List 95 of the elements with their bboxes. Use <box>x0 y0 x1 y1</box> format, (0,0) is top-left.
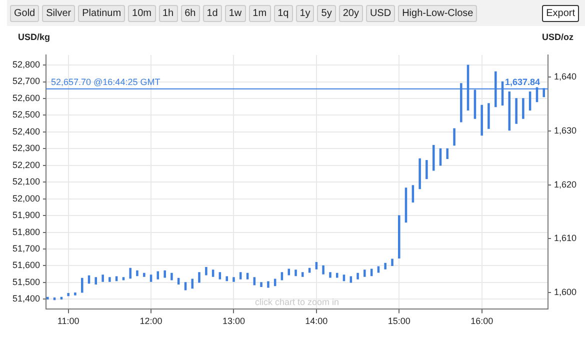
text: 1h <box>158 4 178 22</box>
y-tick-label: 52,500 <box>12 110 40 120</box>
bar <box>184 282 187 290</box>
y-tick-label: 52,600 <box>12 92 40 103</box>
bar <box>364 270 366 277</box>
y2-axis-title: USD/oz <box>542 32 574 42</box>
y-tick-label: 52,100 <box>12 176 40 187</box>
bar <box>102 274 104 282</box>
text: 6h <box>180 4 200 22</box>
bar <box>426 160 428 180</box>
x-tick-label: 13:00 <box>222 316 245 326</box>
bar <box>122 277 125 280</box>
bar <box>356 272 359 280</box>
bar <box>432 144 435 171</box>
text: 10m <box>128 4 156 22</box>
text: Platinum <box>78 4 126 22</box>
y-axis-title: USD/kg <box>18 32 50 42</box>
bar <box>260 282 262 287</box>
text: 1y <box>296 4 314 22</box>
bar <box>253 277 256 286</box>
bar <box>453 128 456 146</box>
x-tick-label: 12:00 <box>140 316 162 326</box>
bar <box>239 272 242 280</box>
bar <box>480 104 483 136</box>
bar <box>205 267 208 276</box>
bar <box>391 258 394 266</box>
bar <box>143 272 146 277</box>
text: Gold <box>10 4 40 22</box>
y2-tick-label: 1,600 <box>554 286 577 297</box>
text: USD <box>366 4 396 22</box>
bar <box>329 272 332 278</box>
bar <box>508 91 511 131</box>
bar <box>384 262 386 270</box>
x-tick-label: 16:00 <box>470 316 494 326</box>
text: Silver <box>42 4 76 22</box>
x-tick-label: 15:00 <box>388 316 410 326</box>
y-tick-label: 52,800 <box>12 60 40 70</box>
y-tick-label: 51,700 <box>12 243 40 254</box>
y-tick-label: 51,400 <box>12 294 40 304</box>
text: 1d <box>202 4 222 22</box>
bar <box>398 215 400 259</box>
y-tick-label: 52,300 <box>12 143 40 154</box>
annotation: 1,637.84 <box>504 76 540 87</box>
bar <box>136 270 138 276</box>
bar <box>164 270 166 278</box>
y2-tick-label: 1,630 <box>554 125 577 136</box>
text: 20y <box>338 4 363 22</box>
bar <box>515 98 518 124</box>
bar <box>108 277 111 282</box>
y-tick-label: 52,400 <box>12 126 40 136</box>
y2-tick-label: 1,610 <box>554 233 577 244</box>
text: 5y <box>317 4 336 22</box>
ref-line-label: 52,657.70 @16:44:25 GMT <box>51 76 161 87</box>
text: 1m <box>248 4 271 22</box>
text: 1q <box>274 4 293 22</box>
bar <box>267 281 270 288</box>
bar <box>522 98 524 119</box>
y-tick-label: 52,200 <box>12 160 40 170</box>
bar <box>46 296 49 300</box>
bar <box>280 272 284 280</box>
bar <box>315 262 318 270</box>
bar <box>198 272 200 283</box>
bar <box>74 292 76 296</box>
y2-tick-label: 1,640 <box>554 72 577 82</box>
bar <box>129 268 132 279</box>
y-tick-label: 51,800 <box>12 226 40 237</box>
bar <box>232 277 235 282</box>
y-tick-label: 51,900 <box>12 210 40 220</box>
bar <box>212 270 214 277</box>
y-tick-label: 52,700 <box>12 76 40 86</box>
bar <box>170 272 173 280</box>
x-tick-label: 14:00 <box>305 316 328 326</box>
bar <box>446 148 448 160</box>
text: Export <box>542 4 579 22</box>
bar <box>67 292 70 296</box>
bar <box>218 272 222 280</box>
bar <box>226 276 228 282</box>
bar <box>294 270 297 276</box>
bar <box>301 272 304 277</box>
bar <box>156 271 160 280</box>
text: High-Low-Close <box>398 4 478 22</box>
y-tick-label: 52,000 <box>12 193 40 204</box>
bar <box>336 272 338 278</box>
bar <box>488 103 490 129</box>
text: 1w <box>224 4 246 22</box>
bar <box>94 277 97 284</box>
bar <box>322 265 324 274</box>
y-tick-label: 51,600 <box>12 260 40 270</box>
bar <box>81 278 84 293</box>
y2-tick-label: 1,620 <box>554 179 577 190</box>
bar <box>150 274 152 282</box>
x-tick-label: 11:00 <box>57 316 80 326</box>
y-tick-label: 51,500 <box>12 276 40 287</box>
bar <box>418 158 421 190</box>
bar <box>370 268 373 276</box>
